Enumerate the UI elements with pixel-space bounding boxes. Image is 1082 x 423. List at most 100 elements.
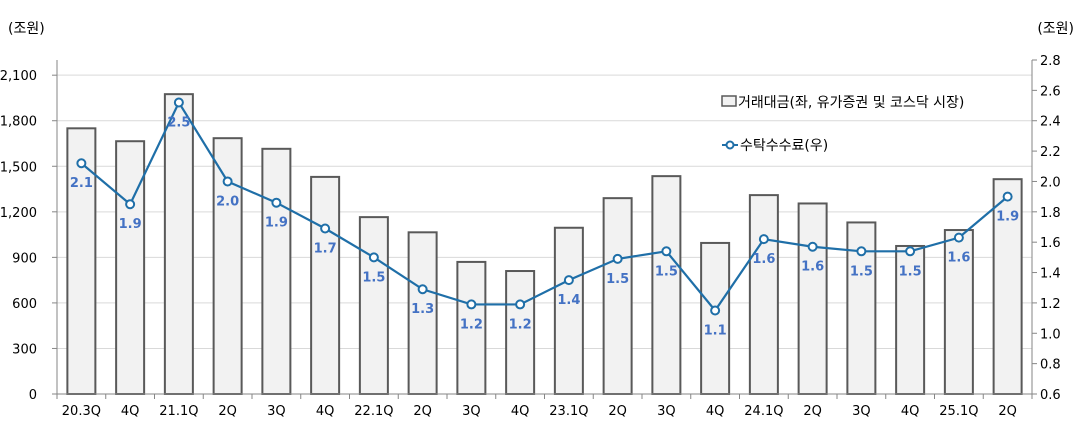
x-tick-label: 2Q <box>608 404 627 419</box>
bar <box>505 270 536 396</box>
x-tick-label: 4Q <box>121 404 140 419</box>
data-label: 1.9 <box>119 217 142 232</box>
data-label: 1.2 <box>460 317 483 332</box>
legend: 거래대금(좌, 유가증권 및 코스닥 시장) 수탁수수료(우) <box>721 95 964 154</box>
bar <box>651 175 682 395</box>
left-tick-label: 300 <box>12 342 37 357</box>
bar <box>943 229 974 395</box>
x-tick-label: 4Q <box>901 404 920 419</box>
right-tick-label: 1.0 <box>1040 327 1061 342</box>
line-point <box>856 246 867 257</box>
legend-bar-swatch <box>721 95 737 107</box>
data-label: 1.5 <box>655 264 678 279</box>
data-label: 2.0 <box>216 194 239 209</box>
bar <box>553 226 584 395</box>
series-line <box>80 100 1009 313</box>
line-point <box>612 253 623 264</box>
bar <box>992 178 1023 395</box>
line-point <box>953 232 964 243</box>
x-tick-label: 3Q <box>657 404 676 419</box>
data-label: 1.1 <box>704 324 727 339</box>
x-tick-label: 4Q <box>706 404 725 419</box>
left-tick-label: 2,100 <box>0 69 37 84</box>
x-tick-label: 2Q <box>413 404 432 419</box>
legend-line-label: 수탁수수료(우) <box>740 138 828 154</box>
x-tick-label: 23.1Q <box>549 404 588 419</box>
line-point <box>368 252 379 263</box>
line-point <box>466 299 477 310</box>
x-tick-label: 4Q <box>511 404 530 419</box>
left-tick-label: 1,800 <box>0 115 37 130</box>
data-label: 1.9 <box>265 216 288 231</box>
left-axis-unit: (조원) <box>8 21 45 37</box>
x-tick-label: 24.1Q <box>744 404 783 419</box>
data-label: 1.9 <box>996 210 1019 225</box>
data-label: 2.5 <box>167 116 190 131</box>
line-point <box>320 223 331 234</box>
right-tick-label: 2.0 <box>1040 175 1061 190</box>
line-point <box>563 275 574 286</box>
right-tick-label: 1.2 <box>1040 297 1061 312</box>
bar <box>797 202 828 395</box>
line-point <box>515 299 526 310</box>
line-point <box>125 199 136 210</box>
left-tick-label: 1,500 <box>0 160 37 175</box>
line-point <box>758 234 769 245</box>
line-point <box>710 305 721 316</box>
right-tick-label: 0.8 <box>1040 358 1061 373</box>
line-point <box>905 246 916 257</box>
bar <box>261 147 292 395</box>
right-tick-label: 1.6 <box>1040 236 1061 251</box>
data-label: 1.5 <box>362 270 385 285</box>
legend-bar-label: 거래대금(좌, 유가증권 및 코스닥 시장) <box>738 95 964 111</box>
legend-line-marker <box>725 140 735 150</box>
x-tick-label: 2Q <box>803 404 822 419</box>
bar <box>358 216 389 395</box>
x-tick-label: 4Q <box>316 404 335 419</box>
bar <box>602 197 633 395</box>
line-point <box>417 284 428 295</box>
right-tick-label: 2.8 <box>1040 54 1061 69</box>
x-tick-label: 21.1Q <box>159 404 198 419</box>
left-tick-label: 600 <box>12 297 37 312</box>
line-point <box>173 97 184 108</box>
data-label: 1.6 <box>801 260 824 275</box>
line-point <box>661 246 672 257</box>
data-label: 1.5 <box>606 272 629 287</box>
data-label: 1.3 <box>411 302 434 317</box>
left-tick-label: 900 <box>12 251 37 266</box>
data-label: 1.7 <box>314 242 337 257</box>
left-tick-label: 0 <box>29 388 37 403</box>
data-label: 1.4 <box>557 293 580 308</box>
line-point <box>222 176 233 187</box>
right-tick-label: 2.2 <box>1040 145 1061 160</box>
bar <box>895 244 926 395</box>
right-tick-label: 2.6 <box>1040 84 1061 99</box>
data-label: 1.5 <box>899 264 922 279</box>
left-tick-label: 1,200 <box>0 206 37 221</box>
right-tick-label: 0.6 <box>1040 388 1061 403</box>
line-point <box>271 197 282 208</box>
data-label: 1.6 <box>947 251 970 266</box>
x-tick-label: 2Q <box>218 404 237 419</box>
data-label: 1.6 <box>752 252 775 267</box>
line-point <box>76 158 87 169</box>
x-tick-label: 3Q <box>852 404 871 419</box>
x-tick-label: 22.1Q <box>354 404 393 419</box>
data-label: 1.5 <box>850 264 873 279</box>
bar <box>310 175 341 395</box>
right-tick-label: 2.4 <box>1040 115 1061 130</box>
x-tick-label: 25.1Q <box>939 404 978 419</box>
data-label: 1.2 <box>509 317 532 332</box>
bar <box>700 241 731 395</box>
x-tick-label: 2Q <box>998 404 1017 419</box>
x-tick-label: 3Q <box>462 404 481 419</box>
data-label: 2.1 <box>70 176 93 191</box>
x-tick-label: 20.3Q <box>62 404 101 419</box>
bar <box>407 231 438 395</box>
right-tick-label: 1.8 <box>1040 206 1061 221</box>
line-point <box>807 241 818 252</box>
line-point <box>1002 191 1013 202</box>
